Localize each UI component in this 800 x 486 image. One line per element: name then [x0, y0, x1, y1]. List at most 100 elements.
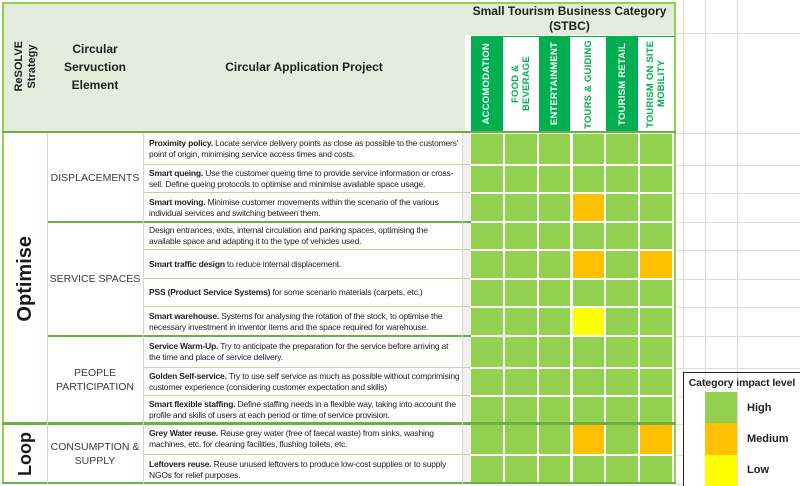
matrix-cell: [538, 456, 571, 483]
project-lead: Golden Self-service.: [149, 370, 227, 381]
matrix-cell: [640, 166, 672, 192]
matrix-cell: [640, 134, 672, 164]
strategy-separator: [2, 422, 676, 425]
matrix-cell: [640, 223, 672, 249]
legend-label-high: High: [747, 401, 772, 414]
table-border-top: [2, 2, 676, 4]
stbc-title-line2: (STBC): [549, 18, 590, 33]
servuction-group-label: CONSUMPTION & SUPPLY: [50, 441, 140, 467]
servuction-element-header: Circular Servuction Element: [63, 41, 126, 92]
category-column-label: TOURISM RETAIL: [616, 42, 628, 126]
category-column-label: ACCOMODATION: [481, 43, 493, 125]
project-lead: Proximity policy.: [149, 137, 213, 148]
matrix-cell: [538, 251, 571, 278]
matrix-cell: [606, 194, 639, 221]
project-row: Golden Self-service. Try to use self ser…: [144, 368, 470, 396]
application-project-header: Circular Application Project: [225, 59, 383, 74]
matrix-cell: [471, 456, 503, 483]
servuction-group-label: PEOPLE PARTICIPATION: [56, 367, 134, 393]
project-row: Grey Water reuse. Reuse grey water (free…: [144, 424, 470, 455]
table-border-bottom: [2, 482, 676, 484]
matrix-cell: [471, 251, 503, 278]
project-row: Smart queing. Use the customer queing ti…: [144, 165, 470, 193]
project-lead: Smart moving.: [149, 196, 206, 207]
gridline: [705, 0, 706, 486]
matrix-cell: [538, 280, 571, 306]
project-description: Reuse grey water (free of faecal waste) …: [149, 428, 434, 449]
project-lead: Smart queing.: [149, 167, 204, 178]
column-strip: [462, 133, 471, 484]
matrix-cell: [572, 194, 605, 221]
matrix-cell: [538, 223, 571, 249]
project-description: Design entrances, exits, internal circul…: [149, 224, 428, 246]
project-row: Smart flexible staffing. Define staffing…: [144, 396, 470, 424]
stbc-title: Small Tourism Business Category (STBC): [465, 2, 674, 35]
matrix-cell: [504, 397, 537, 423]
project-description: Define staffing needs in a flexible way,…: [149, 399, 456, 420]
servuction-group-cell: SERVICE SPACES: [48, 222, 142, 336]
matrix-cell: [538, 194, 571, 221]
matrix-cell: [640, 425, 672, 454]
gridline: [676, 222, 800, 223]
group-separator: [47, 335, 471, 337]
gridline: [737, 0, 738, 486]
category-column-label: TOURISM ON SITE MOBILITY: [645, 40, 668, 128]
matrix-cell: [572, 223, 605, 249]
matrix-cell: [504, 134, 537, 164]
project-row: Smart traffic design to reduce internal …: [144, 250, 470, 279]
matrix-cell: [504, 425, 537, 454]
project-lead: Smart warehouse.: [149, 310, 220, 321]
matrix-cell: [504, 280, 537, 306]
matrix-cell: [504, 194, 537, 221]
legend-item-medium: Medium: [684, 423, 800, 455]
matrix-cell: [572, 369, 605, 395]
category-column-header: TOURISM RETAIL: [606, 37, 639, 131]
matrix-cell: [504, 369, 537, 395]
servuction-group-label: DISPLACEMENTS: [50, 171, 140, 184]
matrix-cell: [606, 369, 639, 395]
header-bottom-border: [2, 131, 676, 133]
matrix-cell: [504, 456, 537, 483]
legend-swatch-low: [705, 454, 737, 486]
matrix-cell: [640, 280, 672, 306]
matrix-cell: [504, 223, 537, 249]
category-column-header: TOURISM ON SITE MOBILITY: [640, 37, 672, 131]
servuction-group-label: SERVICE SPACES: [49, 273, 141, 285]
header-left-background: [2, 2, 465, 131]
project-row: Proximity policy. Locate service deliver…: [144, 133, 470, 165]
matrix-cell: [572, 280, 605, 306]
project-row: Service Warm-Up. Try to anticipate the p…: [144, 336, 470, 368]
matrix-cell: [572, 337, 605, 367]
strategy-label: Loop: [15, 432, 35, 476]
strategy-cell: Loop: [4, 424, 47, 484]
matrix-cell: [640, 337, 672, 367]
project-row: Design entrances, exits, internal circul…: [144, 222, 470, 250]
matrix-cell: [471, 280, 503, 306]
matrix-cell: [606, 337, 639, 367]
matrix-cell: [640, 251, 672, 278]
project-description: Try to use self service as much as possi…: [149, 370, 460, 392]
matrix-cell: [538, 308, 571, 335]
gridline: [676, 165, 800, 166]
column-separator: [47, 133, 48, 484]
matrix-cell: [538, 337, 571, 367]
strategy-cell: Optimise: [4, 133, 47, 424]
category-column-header: ENTERTAINMENT: [538, 37, 571, 131]
gridline: [676, 396, 683, 397]
gridline: [676, 368, 800, 369]
table-border-right: [674, 2, 676, 484]
matrix-cell: [606, 166, 639, 192]
matrix-cell: [640, 397, 672, 423]
gridline: [676, 307, 800, 308]
project-lead: Grey Water reuse.: [149, 428, 219, 438]
matrix-cell: [606, 134, 639, 164]
gridline: [676, 193, 800, 194]
project-description: Reuse unused leftovers to produce low-co…: [149, 458, 447, 480]
impact-legend: Category impact level High Medium Low: [683, 372, 800, 486]
project-description: for some scenario materials (carpets, et…: [270, 287, 423, 297]
matrix-cell: [606, 280, 639, 306]
gridline: [676, 279, 800, 280]
category-column-label: FOOD & BEVERAGE: [509, 56, 532, 112]
matrix-cell: [471, 134, 503, 164]
